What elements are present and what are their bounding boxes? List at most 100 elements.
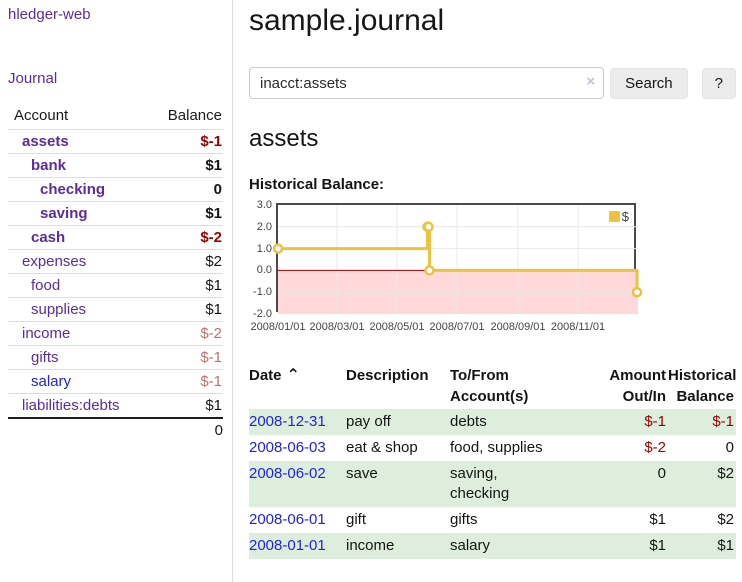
chart-heading: Historical Balance: bbox=[249, 176, 385, 193]
transaction-amount: $-1 bbox=[644, 413, 666, 430]
account-name-cell: expenses bbox=[8, 249, 147, 274]
transaction-description: pay off bbox=[346, 413, 391, 430]
account-balance: $1 bbox=[146, 393, 223, 418]
account-name-cell: checking bbox=[8, 177, 147, 202]
accounts-total-value: 0 bbox=[146, 417, 223, 442]
account-link[interactable]: income bbox=[22, 325, 71, 342]
account-balance: $-1 bbox=[146, 369, 223, 394]
account-link[interactable]: supplies bbox=[31, 301, 87, 318]
transaction-description: eat & shop bbox=[346, 439, 418, 456]
search-bar: × Search ? bbox=[249, 67, 736, 99]
accounts-column-header: To/From Account(s) bbox=[450, 367, 529, 405]
account-balance: $-1 bbox=[146, 129, 223, 154]
clear-search-icon[interactable]: × bbox=[586, 73, 596, 90]
account-row: food $1 bbox=[8, 273, 223, 298]
legend-label: $ bbox=[621, 209, 629, 224]
account-row: income $-2 bbox=[8, 321, 223, 346]
accounts-total-row: 0 bbox=[8, 417, 223, 442]
account-row: bank $1 bbox=[8, 153, 223, 178]
account-row: checking 0 bbox=[8, 177, 223, 202]
account-row: assets $-1 bbox=[8, 129, 223, 154]
transaction-date-cell: 2008-01-01 bbox=[249, 533, 346, 559]
register-table-body: 2008-12-31 pay off debts $-1 $-1 2008-06-03 ea… bbox=[249, 409, 736, 559]
transaction-date-link[interactable]: 2008-06-01 bbox=[249, 511, 326, 528]
search-input[interactable] bbox=[249, 67, 605, 99]
account-heading: assets bbox=[249, 125, 319, 152]
transaction-accounts: food, supplies bbox=[450, 439, 543, 456]
main-content: sample.journal × Search ? assets Histori… bbox=[249, 0, 736, 559]
transaction-description: save bbox=[346, 465, 378, 482]
search-help-button[interactable]: ? bbox=[701, 67, 736, 99]
y-axis-tick-label: 1.0 bbox=[256, 242, 272, 255]
data-point-marker bbox=[423, 221, 434, 233]
transaction-accounts: saving, checking bbox=[450, 465, 510, 502]
account-link[interactable]: salary bbox=[31, 373, 72, 390]
transaction-date-cell: 2008-06-01 bbox=[249, 507, 346, 533]
account-balance: $1 bbox=[146, 153, 223, 178]
account-link[interactable]: gifts bbox=[31, 349, 59, 366]
account-name-cell: income bbox=[8, 321, 147, 346]
transaction-balance: $2 bbox=[717, 511, 734, 528]
accounts-table-header: Account Balance bbox=[8, 104, 223, 130]
transaction-row: 2008-01-01 income salary $1 $1 bbox=[249, 533, 736, 559]
transaction-description: income bbox=[346, 537, 395, 554]
description-column-header: Description bbox=[346, 367, 429, 384]
transaction-date-cell: 2008-12-31 bbox=[249, 409, 346, 435]
account-link[interactable]: food bbox=[31, 277, 61, 294]
account-name-cell: assets bbox=[8, 129, 147, 154]
account-name-cell: salary bbox=[8, 369, 147, 394]
account-link[interactable]: checking bbox=[40, 181, 106, 198]
accounts-table: Account Balance assets $-1 bank $1 checking 0… bbox=[8, 104, 223, 442]
search-input-wrapper: × bbox=[249, 67, 605, 99]
transaction-amount: 0 bbox=[657, 465, 666, 482]
transaction-date-link[interactable]: 2008-12-31 bbox=[249, 413, 326, 430]
account-row: expenses $2 bbox=[8, 249, 223, 274]
account-balance: $1 bbox=[146, 201, 223, 226]
transaction-date-link[interactable]: 2008-06-02 bbox=[249, 465, 326, 482]
date-column-header: Date ⌃ bbox=[249, 367, 300, 384]
transaction-date-link[interactable]: 2008-06-03 bbox=[249, 439, 326, 456]
transaction-balance: $-1 bbox=[712, 413, 734, 430]
x-axis-tick-label: 2008/01/01 bbox=[250, 321, 306, 333]
legend-swatch-icon bbox=[608, 211, 620, 222]
account-row: liabilities:debts $1 bbox=[8, 393, 223, 418]
balance-column-header: Balance bbox=[167, 107, 222, 124]
account-row: saving $1 bbox=[8, 201, 223, 226]
transaction-date-cell: 2008-06-02 bbox=[249, 461, 346, 507]
account-link[interactable]: cash bbox=[31, 229, 66, 246]
account-name-cell: gifts bbox=[8, 345, 147, 370]
transaction-amount: $-2 bbox=[644, 439, 666, 456]
y-axis-tick-label: -2.0 bbox=[253, 308, 272, 320]
transaction-amount: $1 bbox=[649, 511, 666, 528]
account-link[interactable]: expenses bbox=[22, 253, 87, 270]
account-link[interactable]: assets bbox=[22, 133, 69, 150]
data-point-marker bbox=[272, 243, 284, 254]
transaction-balance: $1 bbox=[717, 537, 734, 554]
account-link[interactable]: saving bbox=[40, 205, 88, 222]
x-axis-tick-label: 2008/09/01 bbox=[490, 321, 546, 333]
transaction-row: 2008-06-03 eat & shop food, supplies $-2 0 bbox=[249, 435, 736, 461]
page-title: sample.journal bbox=[249, 4, 445, 37]
transaction-balance: $2 bbox=[717, 465, 734, 482]
spacer-cell bbox=[8, 417, 147, 442]
account-link[interactable]: bank bbox=[31, 157, 67, 174]
historical-balance-chart: $ 3.0 2.0 1.0 0.0 -1.0 -2.0 2008/01/01 2008/03/… bbox=[249, 199, 736, 343]
transaction-amount: $1 bbox=[649, 537, 666, 554]
account-link[interactable]: liabilities:debts bbox=[22, 397, 120, 414]
account-name-cell: cash bbox=[8, 225, 147, 250]
app-title-link[interactable]: hledger-web bbox=[8, 6, 91, 23]
account-name-cell: liabilities:debts bbox=[8, 393, 147, 418]
transaction-date-cell: 2008-06-03 bbox=[249, 435, 346, 461]
transaction-row: 2008-06-01 gift gifts $1 $2 bbox=[249, 507, 736, 533]
transaction-row: 2008-12-31 pay off debts $-1 $-1 bbox=[249, 409, 736, 435]
search-button[interactable]: Search bbox=[610, 67, 688, 99]
transaction-date-link[interactable]: 2008-01-01 bbox=[249, 537, 326, 554]
account-name-cell: saving bbox=[8, 201, 147, 226]
x-axis-tick-label: 2008/07/01 bbox=[429, 321, 485, 333]
account-column-header: Account bbox=[14, 107, 69, 124]
transaction-row: 2008-06-02 save saving, checking 0 $2 bbox=[249, 461, 736, 507]
transaction-description: gift bbox=[346, 511, 367, 528]
sidebar-item-journal[interactable]: Journal bbox=[8, 70, 58, 87]
y-axis-tick-label: 3.0 bbox=[256, 199, 272, 211]
amount-column-header: Amount Out/In bbox=[609, 367, 666, 405]
